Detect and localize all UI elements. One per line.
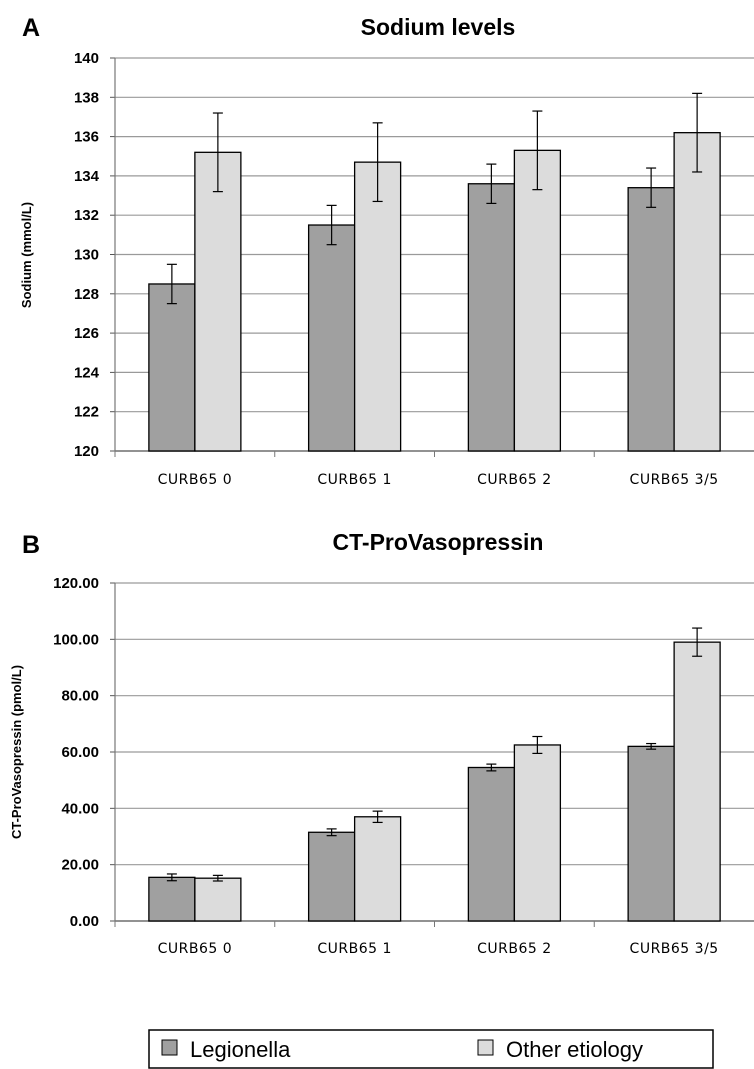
panel-a-bar-legionella <box>307 224 356 452</box>
panel-a-y-tick-label: 134 <box>74 168 100 185</box>
panel-b-y-tick-label: 80.00 <box>61 688 99 705</box>
panel-b-bar-legionella <box>148 876 196 922</box>
panel-a-x-category-label: CURB65 0 <box>158 472 233 488</box>
panel-b-title: CT-ProVasopressin <box>333 529 544 555</box>
legend-label-legionella: Legionella <box>190 1037 291 1062</box>
panel-a-x-category-label: CURB65 2 <box>477 472 552 488</box>
panel-b-bar-legionella <box>307 831 356 922</box>
panel-b-bar-other-etiology <box>353 816 402 922</box>
panel-a-bar-other-etiology <box>353 161 402 452</box>
panel-a-bar-other-etiology <box>194 151 242 452</box>
panel-a-y-tick-label: 138 <box>74 89 99 106</box>
panel-b-bar-other-etiology <box>513 744 562 922</box>
panel-a-y-tick-label: 120 <box>74 443 99 460</box>
panel-b-x-category-label: CURB65 2 <box>477 941 552 957</box>
panel-b-bar-legionella <box>627 745 675 922</box>
panel-b-x-category-label: CURB65 3/5 <box>630 941 719 957</box>
panel-a-y-tick-label: 136 <box>74 129 99 146</box>
legend-swatch-legionella <box>161 1039 178 1056</box>
panel-a-y-tick-label: 130 <box>74 247 99 264</box>
panel-b-y-tick-label: 0.00 <box>70 913 99 930</box>
panel-b-x-category-label: CURB65 0 <box>158 941 233 957</box>
panel-a-y-tick-label: 128 <box>74 286 99 303</box>
legend: Legionella Other etiology <box>148 1029 714 1069</box>
panel-b-bar-legionella <box>467 766 516 922</box>
panel-b-y-tick-label: 60.00 <box>61 744 99 761</box>
panel-b-y-tick-label: 100.00 <box>53 631 99 648</box>
panel-b-x-category-label: CURB65 1 <box>317 941 392 957</box>
legend-box <box>148 1029 714 1069</box>
panel-a-plot-area: 120 122 124 126 128 130 132 134 136 138 140 CURB65 … <box>74 50 754 488</box>
panel-a-bar-legionella <box>467 183 516 452</box>
panel-a-title: Sodium levels <box>361 14 516 40</box>
panel-b-plot-area: 0.00 20.00 40.00 60.00 80.00 100.00 120.00 CURB… <box>53 575 754 957</box>
panel-b-ctprovasopressin-chart: B CT-ProVasopressin CT-ProVasopressin (p… <box>9 529 754 957</box>
panel-b-letter: B <box>22 531 40 559</box>
panel-a-y-axis-label: Sodium (mmol/L) <box>19 202 34 308</box>
panel-a-bar-other-etiology <box>673 132 721 452</box>
panel-b-y-tick-label: 40.00 <box>61 800 99 817</box>
panel-a-y-tick-label: 132 <box>74 207 99 224</box>
panel-a-x-category-label: CURB65 1 <box>317 472 392 488</box>
panel-a-y-tick-label: 140 <box>74 50 99 67</box>
panel-a-y-tick-label: 124 <box>74 364 100 381</box>
legend-label-other-etiology: Other etiology <box>506 1037 643 1062</box>
panel-b-y-tick-label: 120.00 <box>53 575 99 592</box>
panel-a-bar-other-etiology <box>513 149 562 452</box>
panel-a-y-tick-label: 122 <box>74 404 99 421</box>
panel-a-sodium-chart: A Sodium levels Sodium (mmol/L) 12012212… <box>19 14 754 488</box>
panel-a-bar-legionella <box>627 187 675 452</box>
legend-swatch-other-etiology <box>477 1039 494 1056</box>
panel-b-y-tick-label: 20.00 <box>61 857 99 874</box>
panel-b-y-axis-label: CT-ProVasopressin (pmol/L) <box>9 665 24 839</box>
panel-a-x-category-label: CURB65 3/5 <box>630 472 719 488</box>
panel-a-bar-legionella <box>148 283 196 452</box>
panel-a-letter: A <box>22 14 40 42</box>
panel-b-bar-other-etiology <box>673 641 721 922</box>
panel-b-bar-other-etiology <box>194 877 242 922</box>
panel-a-y-tick-label: 126 <box>74 325 99 342</box>
